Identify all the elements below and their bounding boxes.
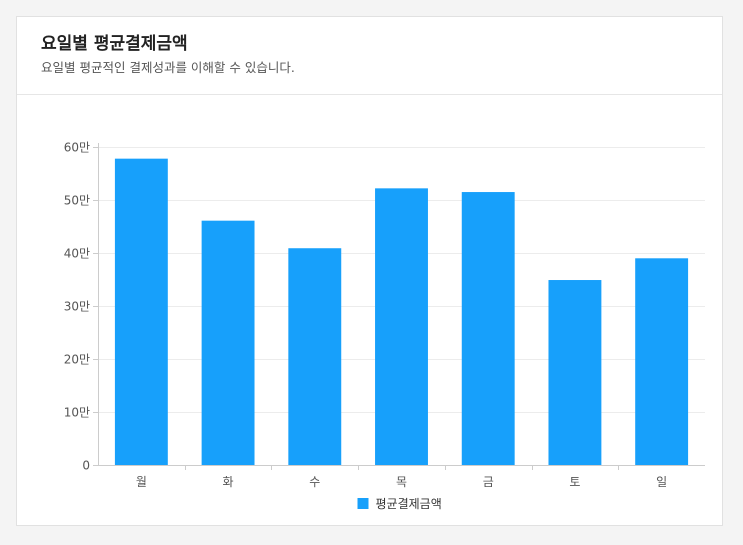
y-tick-label: 10만 bbox=[64, 406, 90, 420]
legend-label[interactable]: 평균결제금액 bbox=[376, 497, 442, 511]
x-tick-label: 금 bbox=[483, 475, 494, 489]
bar[interactable] bbox=[114, 158, 168, 465]
bar[interactable] bbox=[288, 248, 342, 465]
bar[interactable] bbox=[461, 192, 515, 466]
x-tick-label: 월 bbox=[136, 475, 147, 489]
y-tick-label: 60만 bbox=[64, 141, 90, 155]
bar[interactable] bbox=[375, 188, 428, 465]
bar[interactable] bbox=[548, 280, 602, 465]
chart-card: 요일별 평균결제금액 요일별 평균적인 결제성과를 이해할 수 있습니다. 0 1… bbox=[16, 16, 723, 526]
y-tick-label: 20만 bbox=[64, 353, 90, 367]
x-tick-label: 토 bbox=[569, 475, 580, 489]
y-tick-label: 50만 bbox=[64, 194, 90, 208]
y-tick-label: 30만 bbox=[64, 300, 90, 314]
chart-subtitle: 요일별 평균적인 결제성과를 이해할 수 있습니다. bbox=[41, 60, 295, 75]
y-tick-label: 40만 bbox=[64, 247, 90, 261]
chart-title: 요일별 평균결제금액 bbox=[41, 34, 188, 54]
legend-swatch[interactable] bbox=[357, 498, 369, 509]
x-tick-label: 화 bbox=[223, 475, 234, 489]
bar[interactable] bbox=[201, 220, 255, 465]
card-header: 요일별 평균결제금액 요일별 평균적인 결제성과를 이해할 수 있습니다. bbox=[17, 17, 722, 95]
x-tick-label: 일 bbox=[656, 475, 667, 489]
y-tick-label: 0 bbox=[82, 459, 90, 473]
x-tick-label: 수 bbox=[309, 475, 320, 489]
x-tick-label: 목 bbox=[396, 475, 407, 489]
bar[interactable] bbox=[635, 258, 689, 465]
